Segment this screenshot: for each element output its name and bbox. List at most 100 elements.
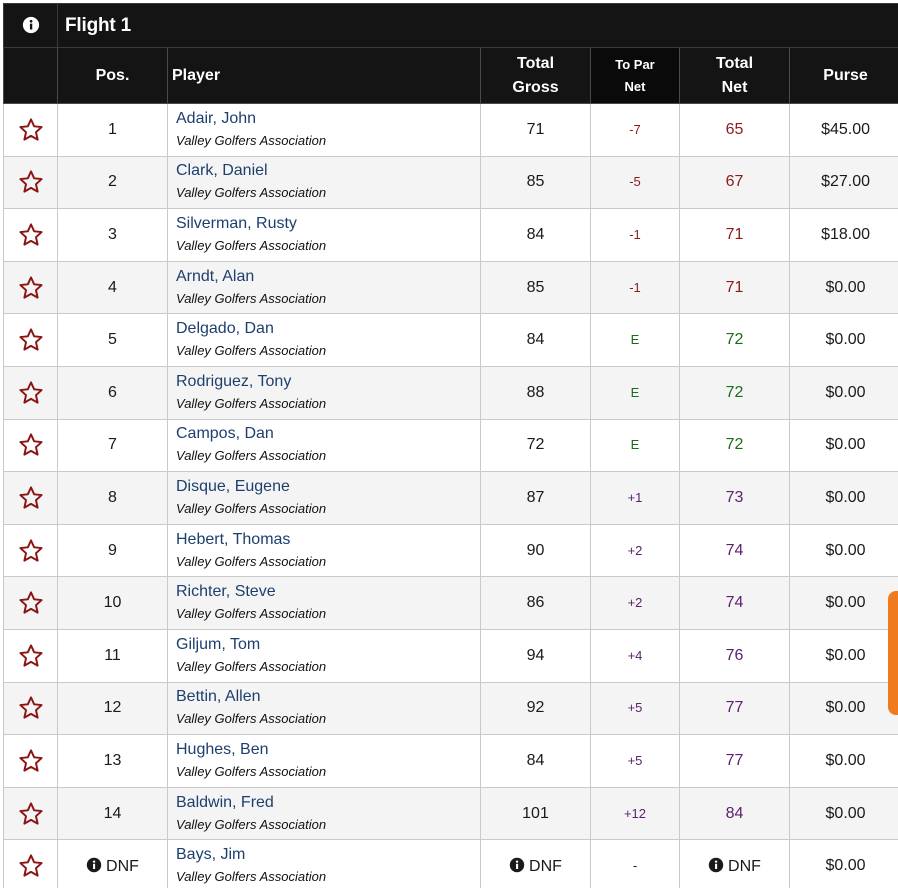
pos-column-header[interactable]: Pos.	[57, 47, 168, 104]
favorite-button[interactable]	[3, 365, 58, 420]
to-par-value: -7	[629, 121, 641, 137]
pos-cell: 2	[57, 155, 168, 210]
favorite-button[interactable]	[3, 681, 58, 736]
purse-value: $0.00	[825, 699, 866, 717]
favorite-button[interactable]	[3, 260, 58, 315]
table-row: 2 Clark, Daniel Valley Golfers Association…	[3, 155, 898, 210]
player-club: Valley Golfers Association	[176, 237, 327, 253]
gross-value: 84	[526, 331, 545, 349]
to-par-value: E	[630, 437, 640, 453]
to-par-cell: -1	[590, 208, 680, 262]
favorite-button[interactable]	[3, 208, 58, 262]
player-name-link[interactable]: Campos, Dan	[176, 425, 274, 443]
player-name-link[interactable]: Bays, Jim	[176, 846, 246, 864]
player-name-link[interactable]: Silverman, Rusty	[176, 214, 297, 232]
player-name-link[interactable]: Baldwin, Fred	[176, 793, 274, 811]
purse-cell: $0.00	[788, 523, 898, 578]
favorite-column-header	[3, 47, 58, 104]
purse-cell: $0.00	[788, 313, 898, 367]
player-name-link[interactable]: Richter, Steve	[176, 583, 276, 601]
pos-cell: 13	[57, 734, 168, 788]
favorite-button[interactable]	[3, 155, 58, 210]
pos-value: 13	[103, 751, 122, 769]
gross-value: 71	[526, 120, 545, 138]
favorite-button[interactable]	[3, 103, 58, 157]
to-par-cell: E	[590, 418, 680, 473]
player-name-link[interactable]: Rodriguez, Tony	[176, 372, 292, 390]
pos-cell: 4	[57, 260, 168, 315]
purse-value: $0.00	[825, 383, 866, 401]
player-name-link[interactable]: Delgado, Dan	[176, 320, 274, 338]
to-par-value: +12	[623, 805, 647, 821]
favorite-button[interactable]	[3, 471, 58, 525]
column-header-row: Pos. Player Total Gross To Par Net Total Ne…	[3, 47, 898, 104]
table-row: 9 Hebert, Thomas Valley Golfers Associatio…	[3, 523, 898, 578]
pos-cell: 6	[57, 365, 168, 420]
favorite-button[interactable]	[3, 786, 58, 841]
player-column-header[interactable]: Player	[167, 47, 481, 104]
player-cell: Arndt, Alan Valley Golfers Association	[167, 260, 481, 315]
table-row: 1 Adair, John Valley Golfers Association 71…	[3, 103, 898, 157]
net-value: DNF	[728, 857, 761, 875]
favorite-button[interactable]	[3, 734, 58, 788]
net-cell: 65	[679, 103, 790, 157]
favorite-button[interactable]	[3, 576, 58, 630]
net-value: 74	[725, 541, 744, 559]
player-name-link[interactable]: Hughes, Ben	[176, 740, 269, 758]
to-par-net-column-header[interactable]: To Par Net	[590, 47, 680, 104]
pos-cell: 9	[57, 523, 168, 578]
purse-value: $0.00	[825, 804, 866, 822]
player-name-link[interactable]: Adair, John	[176, 109, 257, 127]
player-name-link[interactable]: Disque, Eugene	[176, 477, 290, 495]
to-par-cell: -1	[590, 260, 680, 315]
total-net-column-header[interactable]: Total Net	[679, 47, 790, 104]
purse-cell: $0.00	[788, 628, 898, 683]
gross-value: 85	[526, 278, 545, 296]
gross-cell: 94	[480, 628, 591, 683]
player-cell: Rodriguez, Tony Valley Golfers Associatio…	[167, 365, 481, 420]
favorite-button[interactable]	[3, 523, 58, 578]
table-row: 14 Baldwin, Fred Valley Golfers Associatio…	[3, 786, 898, 841]
player-name-link[interactable]: Hebert, Thomas	[176, 530, 291, 548]
gross-cell: 71	[480, 103, 591, 157]
pos-value: 7	[108, 436, 117, 454]
purse-cell: $0.00	[788, 839, 898, 888]
favorite-button[interactable]	[3, 418, 58, 473]
purse-value: $27.00	[821, 173, 870, 191]
gross-value: 90	[526, 541, 545, 559]
to-par-value: +2	[627, 542, 643, 558]
total-gross-column-header[interactable]: Total Gross	[480, 47, 591, 104]
favorite-star-icon	[18, 118, 43, 141]
net-cell: 77	[679, 734, 790, 788]
player-name-link[interactable]: Bettin, Allen	[176, 688, 261, 706]
player-cell: Adair, John Valley Golfers Association	[167, 103, 481, 157]
header-line: Total	[516, 54, 555, 72]
purse-cell: $27.00	[788, 155, 898, 210]
favorite-button[interactable]	[3, 313, 58, 367]
purse-column-header[interactable]: Purse	[788, 47, 898, 104]
player-name-link[interactable]: Arndt, Alan	[176, 267, 255, 285]
net-cell: 72	[679, 313, 790, 367]
favorite-star-icon	[18, 433, 43, 456]
flight-info-button[interactable]	[3, 3, 58, 48]
feedback-side-tab[interactable]	[888, 591, 898, 715]
player-club: Valley Golfers Association	[176, 658, 327, 674]
to-par-cell: E	[590, 365, 680, 420]
net-cell: 71	[679, 260, 790, 315]
player-name-link[interactable]: Clark, Daniel	[176, 162, 268, 180]
net-value: 72	[725, 331, 744, 349]
net-cell: DNF	[679, 839, 790, 888]
pos-cell: 12	[57, 681, 168, 736]
header-line: Gross	[512, 78, 559, 96]
to-par-value: -1	[629, 226, 641, 242]
player-name-link[interactable]: Giljum, Tom	[176, 635, 261, 653]
purse-value: $0.00	[825, 436, 866, 454]
purse-cell: $45.00	[788, 103, 898, 157]
favorite-button[interactable]	[3, 628, 58, 683]
gross-value: 72	[526, 436, 545, 454]
player-cell: Hebert, Thomas Valley Golfers Association	[167, 523, 481, 578]
favorite-button[interactable]	[3, 839, 58, 888]
to-par-value: -5	[629, 174, 641, 190]
net-value: 77	[725, 751, 744, 769]
table-row: DNF Bays, Jim Valley Golfers Association DN…	[3, 839, 898, 888]
